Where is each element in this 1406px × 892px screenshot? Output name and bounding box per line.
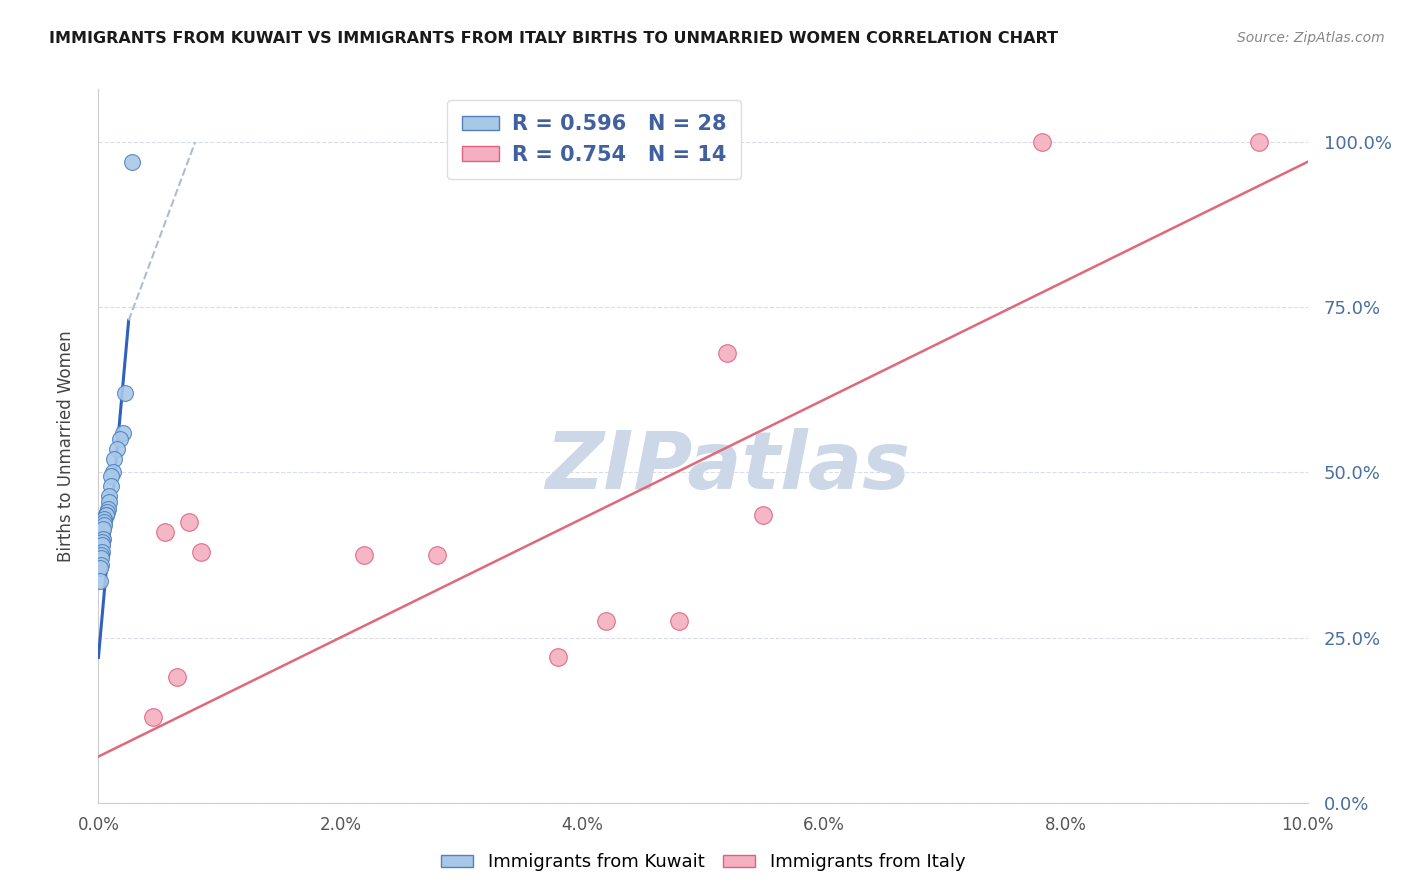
Immigrants from Kuwait — [90, 548, 112, 562]
Legend: R = 0.596   N = 28, R = 0.754   N = 14: R = 0.596 N = 28, R = 0.754 N = 14 — [447, 100, 741, 179]
Immigrants from Kuwait — [111, 425, 134, 440]
Immigrants from Kuwait — [114, 386, 136, 401]
Immigrants from Kuwait — [121, 154, 143, 169]
Text: Source: ZipAtlas.com: Source: ZipAtlas.com — [1237, 31, 1385, 45]
Immigrants from Kuwait — [90, 551, 112, 566]
Text: ZIPatlas: ZIPatlas — [544, 428, 910, 507]
Immigrants from Kuwait — [93, 518, 115, 533]
Immigrants from Kuwait — [94, 508, 117, 523]
Immigrants from Italy — [668, 614, 690, 628]
Immigrants from Italy — [716, 346, 738, 360]
Immigrants from Italy — [547, 650, 569, 665]
Y-axis label: Births to Unmarried Women: Births to Unmarried Women — [56, 330, 75, 562]
Immigrants from Kuwait — [98, 489, 121, 503]
Immigrants from Kuwait — [91, 545, 114, 559]
Immigrants from Italy — [353, 548, 375, 562]
Immigrants from Kuwait — [89, 561, 111, 575]
Immigrants from Kuwait — [91, 538, 114, 552]
Immigrants from Italy — [426, 548, 449, 562]
Immigrants from Italy — [153, 524, 176, 539]
Immigrants from Italy — [190, 545, 212, 559]
Immigrants from Kuwait — [100, 468, 122, 483]
Immigrants from Kuwait — [90, 558, 112, 572]
Immigrants from Kuwait — [105, 442, 128, 457]
Text: IMMIGRANTS FROM KUWAIT VS IMMIGRANTS FROM ITALY BIRTHS TO UNMARRIED WOMEN CORREL: IMMIGRANTS FROM KUWAIT VS IMMIGRANTS FRO… — [49, 31, 1059, 46]
Immigrants from Italy — [166, 670, 188, 684]
Immigrants from Kuwait — [108, 433, 131, 447]
Immigrants from Italy — [179, 515, 201, 529]
Immigrants from Kuwait — [100, 478, 122, 492]
Immigrants from Kuwait — [97, 501, 120, 516]
Immigrants from Kuwait — [93, 511, 115, 525]
Immigrants from Kuwait — [91, 532, 114, 546]
Immigrants from Kuwait — [89, 574, 111, 589]
Immigrants from Kuwait — [93, 515, 115, 529]
Immigrants from Kuwait — [94, 508, 117, 523]
Immigrants from Italy — [1031, 135, 1053, 149]
Immigrants from Kuwait — [91, 534, 114, 549]
Immigrants from Italy — [1249, 135, 1271, 149]
Immigrants from Kuwait — [101, 466, 124, 480]
Immigrants from Kuwait — [96, 505, 118, 519]
Immigrants from Kuwait — [103, 452, 125, 467]
Immigrants from Italy — [595, 614, 617, 628]
Immigrants from Italy — [142, 710, 165, 724]
Legend: Immigrants from Kuwait, Immigrants from Italy: Immigrants from Kuwait, Immigrants from … — [433, 847, 973, 879]
Immigrants from Italy — [752, 508, 775, 523]
Immigrants from Kuwait — [98, 495, 121, 509]
Immigrants from Kuwait — [91, 522, 114, 536]
